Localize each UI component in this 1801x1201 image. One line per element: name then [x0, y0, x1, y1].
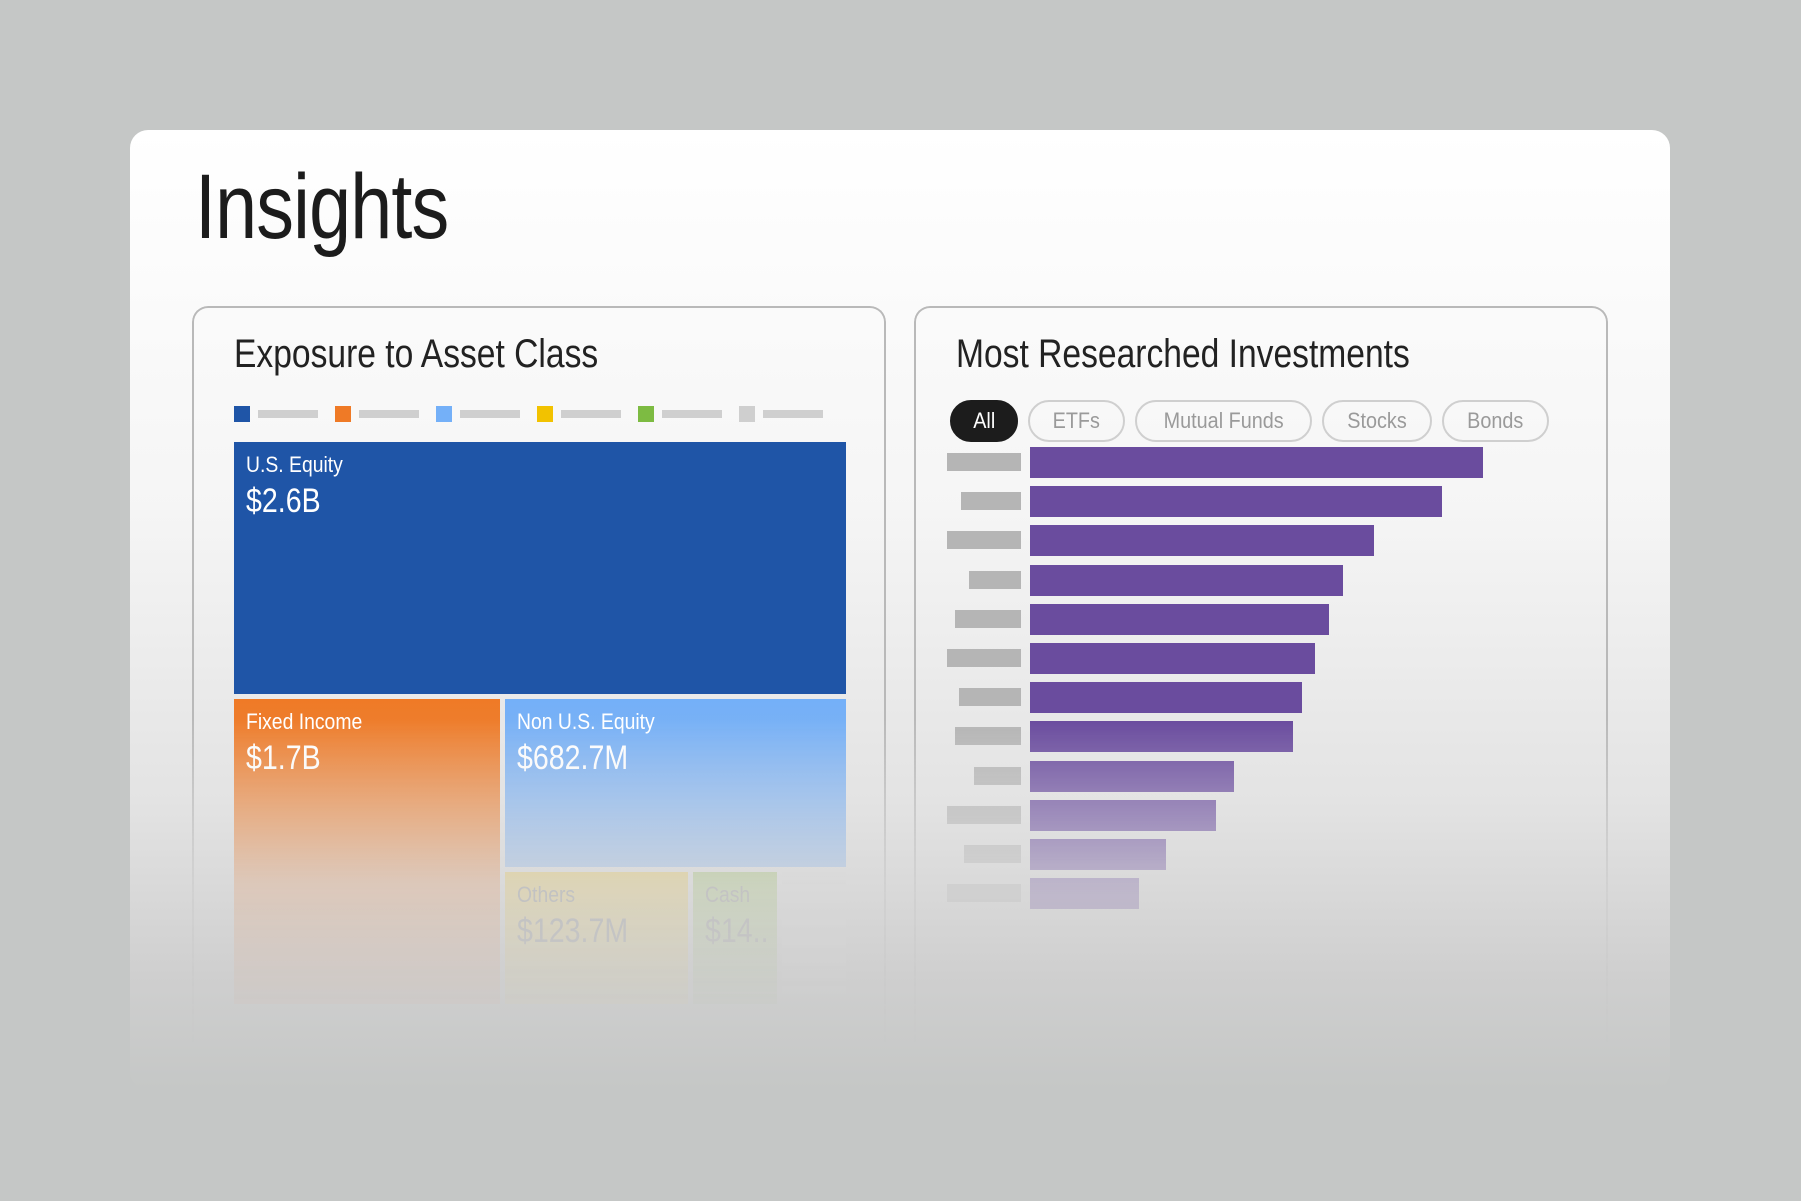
tile-cash[interactable]: Cash $14..: [693, 872, 777, 1004]
investment-bar[interactable]: [1030, 878, 1139, 910]
research-panel: Most Researched Investments All ETFs Mut…: [914, 306, 1608, 1046]
filter-chip-label: All: [973, 408, 996, 433]
legend-item: [335, 406, 436, 422]
investment-bar[interactable]: [1030, 760, 1234, 792]
bar-label-placeholder: [947, 884, 1021, 903]
filter-chip-label: Stocks: [1347, 408, 1408, 433]
bar-label-placeholder: [961, 492, 1021, 511]
asset-class-treemap: U.S. Equity $2.6B Fixed Income $1.7B Non…: [234, 442, 846, 1004]
legend-label-placeholder: [359, 410, 419, 418]
tile-us-equity[interactable]: U.S. Equity $2.6B: [234, 442, 846, 694]
legend-swatch: [436, 406, 452, 422]
legend-label-placeholder: [258, 410, 318, 418]
investment-bar[interactable]: [1030, 682, 1302, 714]
filter-chip-bonds[interactable]: Bonds: [1442, 400, 1549, 442]
filter-chip-mutual-funds[interactable]: Mutual Funds: [1135, 400, 1313, 442]
tile-others[interactable]: Others $123.7M: [505, 872, 688, 1004]
bar-label-placeholder: [955, 727, 1021, 746]
bar-label-placeholder: [947, 531, 1021, 550]
filter-chip-etfs[interactable]: ETFs: [1028, 400, 1126, 442]
research-panel-title: Most Researched Investments: [956, 332, 1410, 376]
filter-chip-label: Bonds: [1467, 408, 1524, 433]
investment-bar[interactable]: [1030, 799, 1216, 831]
exposure-legend: [234, 406, 840, 422]
legend-item: [638, 406, 739, 422]
tile-value: $1.7B: [246, 739, 321, 777]
legend-swatch: [335, 406, 351, 422]
legend-label-placeholder: [561, 410, 621, 418]
legend-label-placeholder: [662, 410, 722, 418]
filter-chip-label: ETFs: [1053, 408, 1101, 433]
tile-value: $14..: [705, 912, 769, 950]
bar-label-placeholder: [964, 845, 1021, 863]
legend-item: [537, 406, 638, 422]
bar-label-placeholder: [955, 609, 1021, 628]
legend-label-placeholder: [460, 410, 520, 418]
researched-bar-chart: [916, 308, 1610, 1048]
tile-value: $682.7M: [517, 739, 629, 777]
tile-label: Cash: [705, 882, 751, 907]
tile-label: U.S. Equity: [246, 452, 343, 477]
tile-label: Fixed Income: [246, 709, 363, 734]
exposure-panel-title: Exposure to Asset Class: [234, 332, 599, 376]
filter-chips: All ETFs Mutual Funds Stocks Bonds: [950, 400, 1549, 442]
page-title: Insights: [195, 156, 449, 258]
filter-chip-stocks[interactable]: Stocks: [1322, 400, 1433, 442]
legend-item: [739, 406, 840, 422]
tile-value: $2.6B: [246, 482, 321, 520]
investment-bar[interactable]: [1030, 643, 1316, 674]
investment-bar[interactable]: [1030, 486, 1443, 518]
legend-swatch: [234, 406, 250, 422]
bar-label-placeholder: [947, 805, 1021, 824]
legend-item: [234, 406, 335, 422]
filter-chip-all[interactable]: All: [950, 400, 1019, 442]
tile-unlabeled[interactable]: [782, 872, 846, 1004]
legend-label-placeholder: [763, 410, 823, 418]
tile-label: Non U.S. Equity: [517, 709, 655, 734]
investment-bar[interactable]: [1030, 839, 1166, 870]
legend-swatch: [638, 406, 654, 422]
bar-label-placeholder: [974, 766, 1021, 785]
tile-fixed-income[interactable]: Fixed Income $1.7B: [234, 699, 500, 1004]
investment-bar[interactable]: [1030, 447, 1483, 478]
bar-label-placeholder: [959, 688, 1021, 707]
exposure-panel: Exposure to Asset Class U.S. Equit: [192, 306, 886, 1046]
bar-label-placeholder: [969, 570, 1021, 589]
investment-bar[interactable]: [1030, 603, 1329, 635]
filter-chip-label: Mutual Funds: [1163, 408, 1284, 433]
bar-label-placeholder: [947, 649, 1021, 667]
legend-swatch: [739, 406, 755, 422]
legend-item: [436, 406, 537, 422]
investment-bar[interactable]: [1030, 525, 1375, 557]
legend-swatch: [537, 406, 553, 422]
investment-bar[interactable]: [1030, 721, 1293, 753]
tile-non-us-equity[interactable]: Non U.S. Equity $682.7M: [505, 699, 846, 867]
investment-bar[interactable]: [1030, 564, 1343, 596]
tile-value: $123.7M: [517, 912, 629, 950]
bar-label-placeholder: [947, 453, 1021, 471]
tile-label: Others: [517, 882, 576, 907]
